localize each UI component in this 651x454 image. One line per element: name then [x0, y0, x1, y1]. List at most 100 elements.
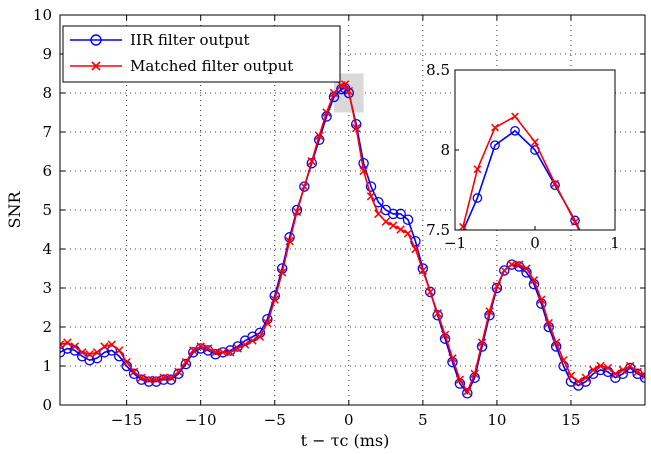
main-matched-point: [537, 295, 546, 304]
main-matched-point: [196, 342, 205, 351]
main-matched-point: [611, 369, 620, 379]
main-matched-point: [226, 348, 235, 357]
main-matched-point: [588, 365, 598, 375]
main-matched-point: [248, 336, 257, 345]
main-iir-point: [299, 181, 310, 192]
main-matched-point: [426, 287, 435, 297]
main-matched-point: [640, 371, 645, 380]
main-matched-point: [307, 157, 316, 166]
main-iir-point: [91, 352, 103, 364]
main-matched-point: [522, 264, 531, 273]
inset-matched-point: [531, 138, 539, 146]
main-matched-point: [60, 340, 65, 349]
inset-matched-point: [588, 251, 595, 258]
main-matched-point: [300, 182, 309, 191]
main-matched-point: [411, 244, 420, 254]
main-matched-point: [322, 108, 331, 117]
main-matched-point: [492, 281, 502, 291]
inset-series-group: [459, 112, 595, 258]
main-iir-point: [410, 235, 421, 247]
main-matched-point: [581, 373, 590, 382]
main-matched-point: [263, 318, 272, 328]
inset-series-line-1: [462, 115, 580, 230]
main-matched-point: [285, 236, 294, 246]
main-matched-point: [329, 88, 339, 98]
inset-matched-point: [511, 112, 519, 121]
main-matched-point: [514, 260, 524, 269]
main-matched-point: [374, 209, 383, 219]
main-series-group: [60, 80, 645, 399]
main-matched-point: [463, 387, 472, 396]
main-matched-point: [240, 340, 250, 349]
legend-matched-label: Matched filter output: [130, 57, 293, 75]
inset-matched-point: [491, 123, 499, 132]
main-matched-point: [389, 221, 398, 230]
main-matched-point: [189, 346, 198, 355]
x-tick-label: 15: [561, 411, 580, 429]
inset-x-tick-label: −1: [444, 234, 466, 252]
inset-iir-point: [570, 215, 580, 226]
main-matched-point: [292, 207, 302, 217]
x-axis-label: t − τc (ms): [301, 431, 390, 450]
main-matched-point: [270, 295, 279, 304]
y-tick-label: 1: [42, 357, 52, 375]
main-matched-point: [448, 353, 457, 363]
legend-matched-marker: [91, 61, 101, 71]
main-matched-point: [381, 217, 391, 226]
main-matched-point: [359, 166, 368, 176]
main-matched-point: [255, 332, 265, 341]
y-tick-label: 7: [42, 123, 52, 141]
inset-iir-point: [550, 180, 560, 191]
y-tick-label: 4: [42, 240, 52, 258]
main-matched-point: [507, 260, 516, 269]
inset-matched-point: [551, 179, 559, 188]
main-iir-point: [84, 354, 95, 366]
main-iir-point: [180, 358, 192, 370]
main-matched-point: [396, 225, 405, 234]
main-matched-point: [403, 229, 413, 238]
main-matched-point: [144, 375, 154, 384]
main-matched-point: [455, 375, 465, 384]
main-matched-point: [477, 338, 487, 347]
y-tick-label: 2: [42, 318, 52, 336]
main-iir-point: [417, 263, 429, 274]
main-iir-point: [173, 368, 184, 380]
main-matched-point: [122, 357, 131, 367]
main-iir-point: [387, 208, 399, 220]
main-iir-point: [462, 388, 473, 399]
y-tick-label: 0: [42, 396, 52, 414]
legend: IIR filter output Matched filter output: [62, 25, 341, 83]
main-matched-point: [618, 365, 627, 375]
inset-ticks: −1 0 1 7.5 8 8.5: [426, 61, 620, 252]
main-iir-point: [432, 310, 443, 321]
main-matched-point: [63, 338, 72, 347]
main-iir-point: [499, 265, 510, 276]
y-tick-label: 8: [42, 84, 52, 102]
inset-x-tick-label: 1: [610, 234, 620, 252]
y-tick-label: 10: [33, 6, 52, 24]
main-matched-point: [159, 373, 168, 382]
main-matched-point: [633, 367, 642, 377]
main-matched-point: [559, 355, 568, 365]
main-matched-point: [529, 275, 539, 285]
main-matched-point: [137, 373, 146, 382]
inset-iir-point: [472, 193, 483, 203]
main-matched-point: [544, 318, 553, 328]
main-matched-point: [277, 268, 287, 277]
main-iir-point: [639, 372, 645, 383]
main-matched-point: [440, 330, 450, 340]
main-iir-point: [425, 286, 436, 298]
main-iir-point: [106, 345, 118, 356]
main-matched-point: [92, 348, 102, 357]
main-iir-point: [128, 368, 140, 380]
y-tick-label: 5: [42, 201, 52, 219]
main-matched-point: [218, 348, 228, 357]
inset-x-tick-label: 0: [530, 234, 540, 252]
x-tick-label: −15: [111, 411, 143, 429]
main-matched-point: [211, 348, 220, 357]
main-matched-point: [344, 86, 354, 96]
y-axis-label: SNR: [5, 191, 24, 229]
main-matched-point: [314, 131, 324, 141]
main-matched-point: [174, 367, 183, 377]
